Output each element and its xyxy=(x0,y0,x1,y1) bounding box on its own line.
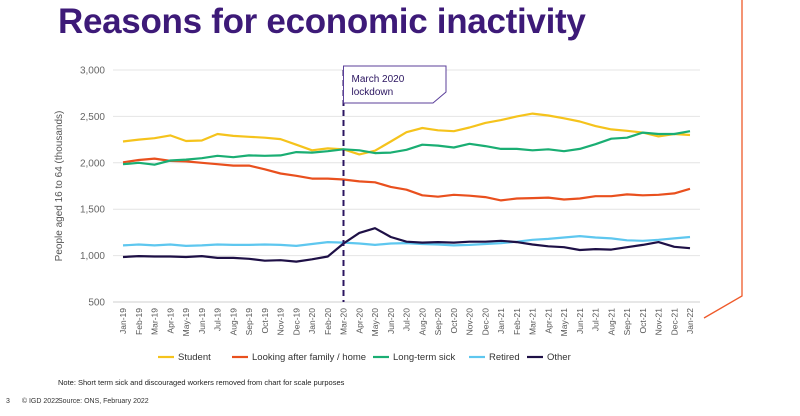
x-tick-label: Mar-21 xyxy=(528,308,538,335)
x-tick-label: May-21 xyxy=(559,308,569,337)
x-tick-label: Nov-20 xyxy=(465,308,475,336)
x-tick-label: May-20 xyxy=(370,308,380,337)
page-title: Reasons for economic inactivity xyxy=(58,2,586,41)
gridlines xyxy=(113,69,700,303)
x-tick-label: Oct-20 xyxy=(449,308,459,334)
annotation-box xyxy=(343,65,447,104)
x-tick-label: Sep-20 xyxy=(433,308,443,336)
series-lines xyxy=(122,112,691,263)
x-tick-label: Oct-19 xyxy=(260,308,270,334)
x-tick-label: Feb-21 xyxy=(512,308,522,335)
x-tick-label: Jun-21 xyxy=(575,308,585,334)
legend-label: Retired xyxy=(489,352,520,363)
x-tick-label: Jul-19 xyxy=(213,308,223,331)
decorative-accent-line xyxy=(703,0,743,319)
annotation-text: March 2020 xyxy=(352,74,405,85)
x-tick-label: Nov-21 xyxy=(654,308,664,336)
x-tick-label: May-19 xyxy=(181,308,191,337)
x-tick-label: Sep-21 xyxy=(622,308,632,336)
x-axis-ticks: Jan-19 Feb-19 Mar-19 Apr-19 May-19 Jun-19 Jul-… xyxy=(118,308,695,337)
y-tick-label: 1,500 xyxy=(80,205,105,216)
x-tick-label: Feb-20 xyxy=(323,308,333,335)
x-tick-label: Dec-19 xyxy=(291,308,301,336)
y-tick-label: 2,000 xyxy=(80,158,105,169)
y-tick-label: 1,000 xyxy=(80,251,105,262)
x-tick-label: Jan-22 xyxy=(685,308,695,334)
legend-label: Other xyxy=(547,352,571,363)
y-tick-label: 2,500 xyxy=(80,112,105,123)
x-tick-label: Jul-21 xyxy=(591,308,601,331)
copyright: © IGD 2022 xyxy=(21,398,59,405)
series-line-long-term-sick xyxy=(122,130,691,166)
legend-label: Student xyxy=(178,352,211,363)
x-tick-label: Jul-20 xyxy=(402,308,412,331)
x-tick-label: Jan-21 xyxy=(496,308,506,334)
x-tick-label: Apr-19 xyxy=(165,308,175,334)
x-tick-label: Dec-21 xyxy=(669,308,679,336)
x-tick-label: Aug-19 xyxy=(228,308,238,336)
series-line-looking-after-family-home xyxy=(122,157,691,202)
x-tick-label: Nov-19 xyxy=(276,308,286,336)
x-tick-label: Oct-21 xyxy=(638,308,648,334)
y-tick-label: 500 xyxy=(88,298,105,309)
series-line-student xyxy=(122,112,691,156)
x-tick-label: Jan-19 xyxy=(118,308,128,334)
legend-label: Looking after family / home xyxy=(252,352,366,363)
x-tick-label: Apr-21 xyxy=(543,308,553,334)
x-tick-label: Feb-19 xyxy=(134,308,144,335)
footer: 3 © IGD 2022 Source: ONS, February 2022 xyxy=(6,398,149,405)
x-tick-label: Aug-20 xyxy=(417,308,427,336)
y-axis-label: People aged 16 to 64 (thousands) xyxy=(54,111,65,262)
legend-label: Long-term sick xyxy=(393,352,456,363)
x-tick-label: Dec-20 xyxy=(480,308,490,336)
annotation: March 2020 lockdown xyxy=(342,65,447,302)
x-tick-label: Jun-20 xyxy=(386,308,396,334)
x-tick-label: Sep-19 xyxy=(244,308,254,336)
footnote: Note: Short term sick and discouraged wo… xyxy=(58,378,345,387)
x-tick-label: Mar-19 xyxy=(150,308,160,335)
y-tick-label: 3,000 xyxy=(80,66,105,77)
series-line-other xyxy=(122,227,691,263)
x-tick-label: Jan-20 xyxy=(307,308,317,334)
page-number: 3 xyxy=(6,398,10,405)
legend: Student Looking after family / home Long-t… xyxy=(158,352,571,363)
y-axis-ticks: 3,000 2,500 2,000 1,500 1,000 500 xyxy=(80,66,105,309)
series-line-retired xyxy=(122,235,691,247)
x-tick-label: Jun-19 xyxy=(197,308,207,334)
x-tick-label: Mar-20 xyxy=(339,308,349,335)
x-tick-label: Aug-21 xyxy=(606,308,616,336)
x-tick-label: Apr-20 xyxy=(354,308,364,334)
source: Source: ONS, February 2022 xyxy=(58,398,149,405)
annotation-text: lockdown xyxy=(352,87,394,98)
